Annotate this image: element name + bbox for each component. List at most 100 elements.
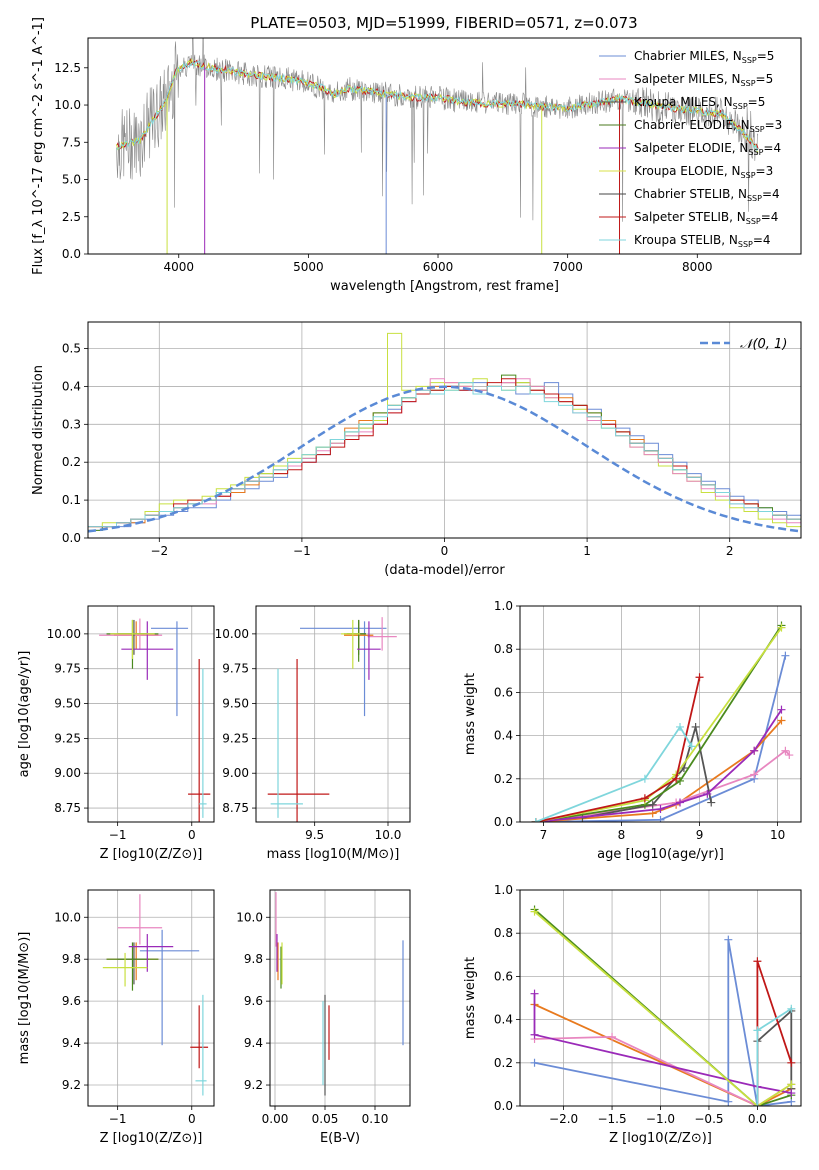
y-tick-label: 8.75 [222, 801, 249, 815]
panel-spectrum: 4000 5000 6000 7000 8000 0.0 2.5 5.0 7.5 10.0 12.5… [31, 17, 802, 294]
data-point-marker [530, 907, 539, 916]
plot-area [275, 892, 404, 1096]
x-tick-label: −1 [109, 828, 127, 842]
mass-weight-series [756, 961, 793, 1106]
plot-area [531, 621, 794, 822]
plot-area [116, 38, 759, 254]
data-point-marker [695, 673, 704, 682]
x-tick-label: −2.0 [549, 1112, 578, 1126]
y-tick-label: 9.4 [62, 1036, 81, 1050]
x-axis-label: (data-model)/error [384, 563, 505, 578]
data-point-marker [703, 789, 712, 798]
x-tick-label: −1.5 [597, 1112, 626, 1126]
data-point-marker [648, 800, 657, 809]
axes-frame [87, 605, 215, 823]
mass-weight-series [535, 709, 783, 822]
y-tick-label: 10.0 [236, 910, 263, 924]
y-tick-label: 12.5 [54, 61, 81, 75]
y-tick-label: 9.8 [244, 952, 263, 966]
data-point-marker [777, 623, 786, 632]
data-point-marker [608, 1032, 617, 1041]
mass-weight-series [533, 993, 792, 1094]
normal-curve [88, 385, 801, 533]
y-tick-label: 0.6 [494, 685, 513, 699]
y-tick-label: 9.50 [222, 697, 249, 711]
x-tick-label: −0.5 [694, 1112, 723, 1126]
y-tick-label: 10.0 [54, 910, 81, 924]
axes-frame [87, 889, 215, 1107]
x-tick-label: 10.0 [375, 828, 402, 842]
x-tick-label: 0.05 [312, 1112, 339, 1126]
spectrum-legend: Chabrier MILES, NSSP=5 Salpeter MILES, NS… [599, 49, 782, 249]
y-tick-label: 0.4 [494, 1013, 513, 1027]
x-tick-label: 7000 [552, 260, 583, 274]
data-point-marker [656, 815, 665, 822]
y-tick-label: 9.75 [222, 662, 249, 676]
y-tick-label: 9.6 [244, 994, 263, 1008]
mass-weight-series [535, 624, 783, 822]
data-point-marker [787, 1058, 796, 1067]
x-tick-label: 0 [188, 1112, 196, 1126]
axes-frame [87, 321, 802, 539]
x-tick-label: 8 [618, 828, 626, 842]
data-point-marker [787, 1089, 796, 1098]
x-tick-label: 0 [441, 544, 449, 558]
data-point-marker [707, 798, 716, 807]
data-point-marker [676, 798, 685, 807]
y-tick-label: 7.5 [62, 135, 81, 149]
y-tick-label: 5.0 [62, 173, 81, 187]
data-point-marker [750, 746, 759, 755]
x-tick-label: 2 [726, 544, 734, 558]
data-point-marker [687, 742, 696, 751]
y-tick-label: 0.4 [62, 379, 81, 393]
panel-age_vs_mass: 9.5 10.0 8.75 9.00 9.25 9.50 9.75 10.00 mass [lo… [215, 605, 411, 862]
mass-weight-series [534, 1003, 792, 1106]
histogram-series [88, 382, 801, 528]
y-tick-label: 0.0 [62, 531, 81, 545]
data-point-marker [724, 1097, 733, 1106]
data-point-marker [656, 805, 665, 814]
y-axis-label: mass [log10(M/M⊙)] [17, 932, 32, 1065]
x-axis-label: Z [log10(Z/Z⊙)] [100, 1131, 203, 1146]
data-point-marker [787, 1004, 796, 1013]
mass-weight-series [533, 908, 792, 1106]
x-tick-label: 6000 [423, 260, 454, 274]
data-point-marker [676, 722, 685, 731]
y-tick-label: 0.1 [62, 493, 81, 507]
data-point-marker [753, 1026, 762, 1035]
data-point-marker [691, 722, 700, 731]
y-tick-label: 0.6 [494, 969, 513, 983]
y-tick-label: 2.5 [62, 210, 81, 224]
y-axis-label: mass weight [463, 957, 478, 1039]
x-tick-label: 9 [696, 828, 704, 842]
x-tick-label: 0 [188, 828, 196, 842]
legend-label: Salpeter MILES, NSSP=5 [634, 72, 773, 88]
y-tick-label: 9.50 [54, 697, 81, 711]
mass-weight-series [535, 655, 787, 822]
legend-label: Kroupa STELIB, NSSP=4 [634, 233, 771, 249]
data-point-marker [530, 989, 539, 998]
y-axis-label: Normed distribution [31, 365, 46, 495]
mass-weight-series [533, 910, 792, 1106]
y-tick-label: 9.00 [54, 766, 81, 780]
data-point-marker [531, 818, 540, 822]
y-tick-label: 9.2 [244, 1078, 263, 1092]
x-axis-label: Z [log10(Z/Z⊙)] [609, 1131, 712, 1146]
y-tick-label: 0.2 [494, 1056, 513, 1070]
model-spectrum [116, 60, 759, 152]
data-point-marker [672, 774, 681, 783]
y-tick-label: 9.25 [54, 731, 81, 745]
y-tick-label: 1.0 [494, 883, 513, 897]
mass-weight-series [534, 1035, 792, 1106]
data-point-marker [785, 751, 794, 760]
panel-mass_vs_ebv: 0.00 0.05 0.10 9.2 9.4 9.6 9.8 10.0 E(B-V) [236, 889, 411, 1146]
y-tick-label: 9.6 [62, 994, 81, 1008]
x-axis-label: wavelength [Angstrom, rest frame] [330, 279, 559, 294]
y-tick-label: 0.2 [494, 772, 513, 786]
mass-weight-series [535, 725, 693, 822]
y-axis-label: age [log10(age/yr)] [17, 651, 32, 778]
y-tick-label: 9.2 [62, 1078, 81, 1092]
axes-frame [269, 889, 411, 1107]
panel-mass_weight_vs_Z: −2.0 −1.5 −1.0 −0.5 0.0 0.0 0.2 0.4 0.6 0.8 1.0 Z [… [463, 883, 802, 1146]
